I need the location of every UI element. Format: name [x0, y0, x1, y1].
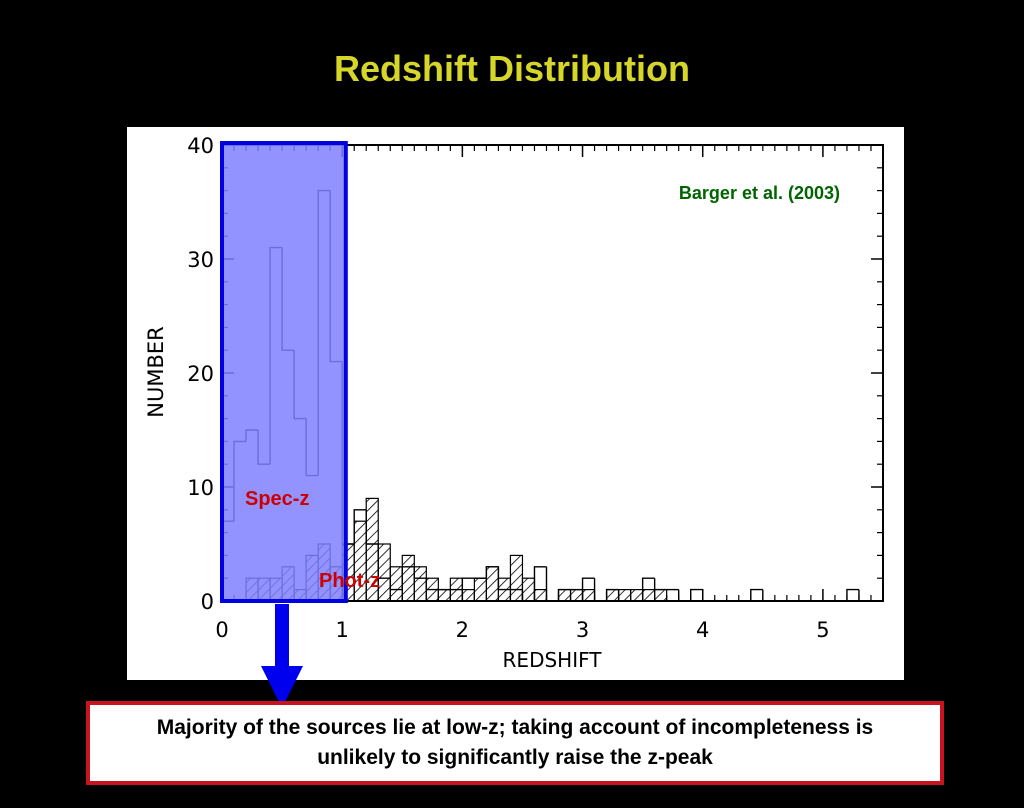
histogram-figure: 0 10 20 30 40 0 1 2 3 4 5 Barger et al. (2003) Spec…	[127, 127, 904, 680]
caption-text: Majority of the sources lie at low-z; ta…	[156, 716, 874, 769]
y-tick-label: 20	[187, 362, 214, 386]
x-tick-label: 4	[696, 618, 709, 642]
spec-z-step	[461, 577, 475, 590]
x-tick-label: 3	[576, 618, 589, 642]
x-axis-label: REDSHIFT	[503, 648, 603, 672]
low-z-highlight-box	[220, 141, 348, 603]
spec-z-step	[389, 578, 403, 591]
spec-z-step	[425, 578, 439, 591]
slide-title: Redshift Distribution	[334, 48, 690, 89]
spec-z-step	[677, 589, 691, 602]
spec-z-step	[377, 544, 391, 579]
spec-z-step	[353, 509, 367, 544]
phot-z-bar	[473, 577, 487, 602]
phot-z-bar	[654, 589, 668, 602]
phot-z-label: Phot-z	[319, 570, 380, 592]
phot-z-bar	[437, 589, 451, 602]
y-tick-label: 30	[187, 248, 214, 272]
spec-z-step	[413, 566, 427, 579]
phot-z-bar	[642, 589, 656, 602]
x-tick-label: 0	[215, 618, 228, 642]
x-tick-label: 2	[456, 618, 469, 642]
phot-z-bar	[618, 589, 632, 602]
x-tick-label: 5	[816, 618, 829, 642]
spec-z-step	[401, 566, 415, 590]
phot-z-bar	[509, 554, 524, 602]
spec-z-step	[545, 566, 559, 602]
x-tick-label: 1	[335, 618, 348, 642]
spec-z-step	[762, 589, 775, 602]
phot-z-bar	[389, 566, 403, 602]
y-tick-label: 10	[187, 476, 214, 500]
caption-box: Majority of the sources lie at low-z; ta…	[86, 701, 944, 785]
spec-z-step	[641, 577, 655, 601]
spec-z-step	[846, 588, 859, 601]
phot-z-bar	[630, 589, 644, 602]
spec-z-step	[497, 566, 511, 591]
citation-label: Barger et al. (2003)	[679, 183, 840, 203]
spec-z-step	[485, 566, 499, 579]
spec-z-step	[750, 588, 763, 601]
spec-z-step	[653, 578, 667, 591]
phot-z-bar	[605, 589, 620, 602]
phot-z-bar	[401, 554, 415, 602]
phot-z-bar	[557, 589, 572, 602]
spec-z-step	[858, 589, 871, 602]
spec-z-label: Spec-z	[245, 488, 309, 510]
y-tick-label: 40	[187, 134, 214, 158]
phot-z-bar	[413, 566, 427, 602]
spec-z-step	[581, 577, 595, 590]
spec-z-step	[593, 578, 607, 602]
y-tick-label: 0	[201, 590, 214, 614]
phot-z-bar	[521, 577, 536, 602]
histogram-chart: 0 10 20 30 40 0 1 2 3 4 5 Barger et al. (2003) Spec…	[144, 134, 884, 672]
phot-z-bar	[569, 589, 584, 602]
phot-z-bar	[533, 589, 548, 602]
spec-z-step	[533, 566, 547, 601]
phot-z-bar	[581, 589, 596, 602]
phot-z-bar	[461, 589, 475, 602]
phot-z-bar	[485, 566, 500, 602]
spec-z-step	[702, 589, 715, 602]
spec-z-step	[365, 509, 379, 545]
y-axis-label: NUMBER	[144, 326, 168, 417]
spec-z-step	[690, 588, 703, 601]
